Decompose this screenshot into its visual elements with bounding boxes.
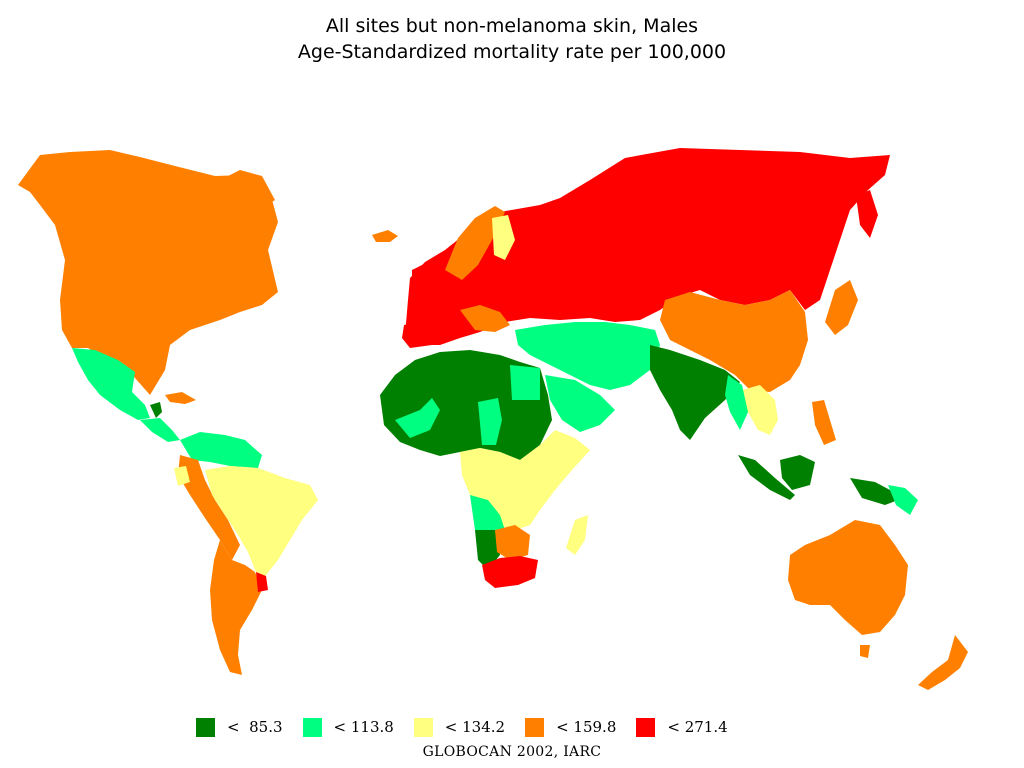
- region-brazil: [205, 466, 318, 580]
- region-zimbabwe: [495, 525, 530, 560]
- region-chad: [478, 398, 502, 445]
- region-china: [660, 290, 808, 392]
- region-uruguay: [256, 572, 268, 592]
- region-myanmar: [725, 375, 748, 430]
- region-tasmania: [860, 645, 870, 658]
- region-kamchatka: [856, 190, 878, 238]
- legend-label: < 113.8: [333, 718, 394, 736]
- map-subtitle: Age-Standardized mortality rate per 100,…: [297, 41, 727, 63]
- region-arctic-islands: [220, 170, 275, 208]
- region-scandinavia: [445, 206, 505, 280]
- region-southern-africa-mid: [470, 495, 505, 540]
- region-iceland: [372, 230, 398, 242]
- region-madagascar: [566, 515, 588, 555]
- region-north-africa: [380, 350, 552, 460]
- region-iberia: [402, 320, 440, 348]
- region-british-isles: [412, 262, 434, 298]
- region-philippines: [812, 400, 836, 445]
- region-new-guinea: [850, 478, 898, 505]
- legend-swatch: [636, 717, 656, 737]
- region-southeast-asia: [742, 385, 778, 435]
- legend-item: < 113.8: [302, 717, 394, 737]
- legend-label: < 134.2: [444, 718, 506, 736]
- legend-item: < 85.3: [196, 717, 283, 737]
- world-choropleth-map: [0, 130, 1024, 700]
- region-sahel-light: [395, 398, 440, 438]
- legend-item: < 134.2: [413, 717, 506, 737]
- source-credit: GLOBOCAN 2002, IARC: [422, 744, 602, 760]
- region-indonesia: [738, 455, 795, 500]
- region-central-africa: [460, 430, 590, 530]
- region-australia: [788, 520, 908, 635]
- region-egypt: [510, 365, 540, 400]
- legend-item: < 159.8: [525, 717, 617, 737]
- region-north-america: [18, 150, 278, 395]
- region-central-america: [150, 402, 162, 418]
- region-southern-cone: [210, 540, 262, 675]
- region-central-america-2: [140, 418, 180, 442]
- region-south-africa: [482, 556, 538, 588]
- region-borneo: [780, 455, 815, 490]
- region-caribbean: [165, 392, 196, 404]
- legend-item: < 271.4: [636, 717, 728, 737]
- region-finland: [492, 215, 515, 260]
- region-north-south-america: [180, 432, 262, 468]
- region-mexico: [72, 348, 150, 420]
- region-namibia: [475, 530, 500, 570]
- region-japan: [825, 280, 858, 335]
- legend-swatch: [413, 717, 433, 737]
- legend-label: < 85.3: [227, 718, 283, 736]
- region-new-zealand: [918, 635, 968, 690]
- legend-swatch: [525, 717, 545, 737]
- region-balkans: [460, 305, 510, 332]
- region-india: [650, 345, 740, 440]
- region-arabia: [545, 375, 615, 432]
- world-map-svg: [18, 148, 968, 690]
- map-title: All sites but non-melanoma skin, Males: [325, 15, 699, 37]
- map-legend: < 85.3 < 113.8 < 134.2 < 159.8 < 271.4: [196, 716, 748, 738]
- legend-label: < 159.8: [556, 718, 617, 736]
- legend-swatch: [302, 717, 322, 737]
- legend-label: < 271.4: [667, 718, 728, 736]
- region-png: [888, 485, 918, 515]
- legend-swatch: [196, 717, 215, 737]
- region-andes: [178, 455, 240, 560]
- region-russia-europe: [405, 148, 890, 345]
- region-ecuador: [174, 466, 190, 486]
- region-middle-east: [515, 322, 660, 390]
